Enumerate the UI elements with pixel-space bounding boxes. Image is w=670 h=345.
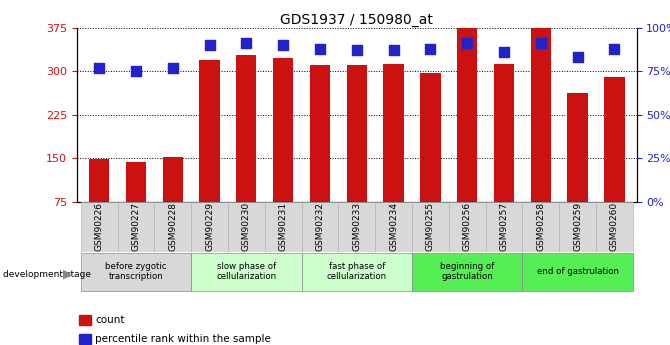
Bar (457, 28, 477, 202)
Bar (237, 56, 257, 202)
Bar (523, 202, 559, 252)
Bar (346, 65, 367, 202)
Bar (302, 253, 412, 291)
Bar (523, 253, 633, 291)
Point (609, 46, 620, 51)
Bar (494, 64, 514, 202)
Bar (420, 73, 440, 202)
Text: development stage: development stage (3, 270, 91, 279)
Text: GSM90229: GSM90229 (205, 202, 214, 252)
Bar (80, 202, 117, 252)
Point (388, 48, 399, 53)
Point (204, 42, 215, 48)
Bar (126, 162, 146, 202)
Text: GSM90230: GSM90230 (242, 202, 251, 252)
Text: ▶: ▶ (63, 268, 72, 281)
Bar (486, 202, 523, 252)
Bar (228, 202, 265, 252)
Text: GSM90257: GSM90257 (500, 202, 509, 252)
Text: end of gastrulation: end of gastrulation (537, 267, 618, 276)
Bar (412, 202, 449, 252)
Title: GDS1937 / 150980_at: GDS1937 / 150980_at (280, 12, 433, 27)
Bar (200, 60, 220, 202)
Text: GSM90260: GSM90260 (610, 202, 619, 252)
Text: GSM90231: GSM90231 (279, 202, 287, 252)
Bar (154, 202, 191, 252)
Text: GSM90256: GSM90256 (463, 202, 472, 252)
Text: GSM90228: GSM90228 (168, 202, 178, 252)
Bar (265, 202, 302, 252)
Text: GSM90232: GSM90232 (316, 202, 324, 252)
Text: GSM90258: GSM90258 (536, 202, 545, 252)
Text: beginning of
gastrulation: beginning of gastrulation (440, 262, 494, 282)
Point (352, 48, 362, 53)
Bar (191, 253, 302, 291)
Bar (117, 202, 154, 252)
Point (94, 65, 105, 70)
Point (498, 49, 509, 55)
Bar (273, 58, 293, 202)
Text: GSM90233: GSM90233 (352, 202, 361, 252)
Bar (559, 202, 596, 252)
Point (131, 68, 141, 74)
Text: GSM90255: GSM90255 (426, 202, 435, 252)
Bar (604, 77, 624, 202)
Text: GSM90259: GSM90259 (573, 202, 582, 252)
Bar (449, 202, 486, 252)
Text: slow phase of
cellularization: slow phase of cellularization (216, 262, 277, 282)
Point (572, 55, 583, 60)
Point (278, 42, 289, 48)
Text: GSM90226: GSM90226 (94, 202, 104, 252)
Bar (191, 202, 228, 252)
Bar (302, 202, 338, 252)
Text: count: count (95, 315, 125, 325)
Bar (80, 253, 191, 291)
Bar (383, 64, 404, 202)
Text: before zygotic
transcription: before zygotic transcription (105, 262, 167, 282)
Point (315, 46, 326, 51)
Point (535, 40, 546, 46)
Text: fast phase of
cellularization: fast phase of cellularization (327, 262, 387, 282)
Bar (89, 159, 109, 202)
Bar (596, 202, 633, 252)
Text: percentile rank within the sample: percentile rank within the sample (95, 334, 271, 344)
Text: GSM90234: GSM90234 (389, 202, 398, 252)
Bar (412, 253, 523, 291)
Bar (310, 65, 330, 202)
Bar (531, 28, 551, 202)
Point (425, 46, 436, 51)
Bar (567, 93, 588, 202)
Point (462, 40, 472, 46)
Bar (375, 202, 412, 252)
Text: GSM90227: GSM90227 (131, 202, 141, 252)
Bar (338, 202, 375, 252)
Point (241, 40, 252, 46)
Point (168, 65, 178, 70)
Bar (163, 157, 183, 202)
